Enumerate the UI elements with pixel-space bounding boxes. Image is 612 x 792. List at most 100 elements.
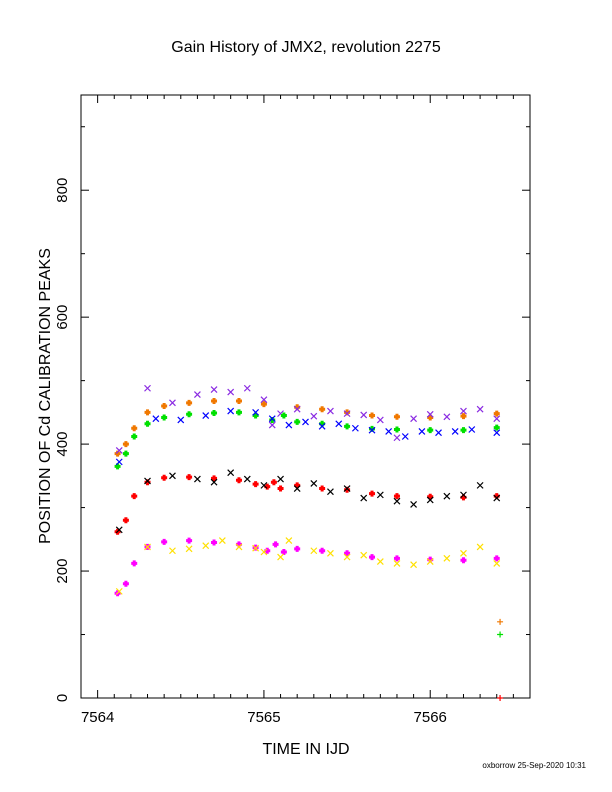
data-point	[476, 405, 484, 413]
data-point	[369, 554, 376, 561]
data-point	[318, 422, 326, 430]
data-point	[122, 441, 129, 448]
data-point	[227, 388, 235, 396]
data-point	[202, 412, 210, 419]
credit-stamp: oxborrow 25-Sep-2020 10:31	[482, 761, 586, 770]
series-group	[115, 384, 501, 454]
data-point	[460, 427, 467, 434]
y-tick-label: 600	[54, 305, 71, 330]
data-point	[476, 481, 484, 489]
data-point	[144, 420, 151, 427]
data-point	[327, 549, 334, 557]
data-point	[497, 618, 504, 625]
data-point	[369, 490, 376, 497]
data-point	[426, 496, 434, 504]
data-point	[310, 412, 318, 420]
data-point	[327, 407, 334, 415]
data-point	[252, 481, 259, 488]
data-point	[161, 414, 168, 421]
data-point	[343, 410, 351, 418]
data-point	[410, 500, 418, 508]
data-point	[351, 424, 359, 432]
data-point	[443, 492, 451, 500]
data-point	[493, 410, 500, 417]
data-point	[235, 543, 243, 551]
data-point	[152, 415, 160, 423]
data-point	[185, 545, 193, 553]
data-point	[319, 547, 326, 554]
data-point	[360, 494, 368, 502]
data-point	[270, 479, 277, 486]
data-point	[360, 411, 368, 419]
data-point	[252, 544, 260, 552]
data-point	[493, 424, 500, 431]
data-point	[368, 426, 376, 434]
series-group	[115, 407, 501, 466]
data-point	[426, 410, 434, 418]
data-point	[410, 415, 418, 423]
data-point	[243, 384, 251, 392]
data-point	[435, 429, 442, 437]
data-point	[393, 434, 401, 442]
data-point	[186, 537, 193, 544]
data-point	[493, 429, 501, 437]
data-point	[294, 482, 301, 489]
data-point	[202, 542, 210, 550]
data-point	[376, 491, 384, 499]
data-point	[401, 433, 409, 440]
data-point	[268, 415, 276, 423]
data-point	[310, 547, 318, 555]
data-point	[426, 558, 434, 565]
series-group	[114, 397, 500, 457]
data-point	[277, 485, 284, 492]
data-point	[293, 485, 301, 492]
data-point	[243, 475, 251, 483]
data-point	[385, 427, 393, 435]
x-tick-label: 7564	[81, 709, 114, 726]
data-point	[260, 396, 268, 404]
data-point	[344, 550, 351, 557]
data-point	[210, 386, 218, 393]
data-point	[493, 494, 501, 502]
data-point	[186, 411, 193, 418]
data-point	[252, 412, 259, 419]
data-point	[468, 426, 476, 433]
data-point	[460, 549, 467, 557]
data-point	[493, 555, 500, 562]
y-tick-label: 800	[54, 178, 71, 203]
data-point	[280, 549, 287, 556]
x-axis-title: TIME IN IJD	[262, 741, 349, 758]
data-point	[335, 420, 343, 428]
data-point	[161, 403, 168, 410]
data-point	[268, 421, 276, 429]
data-point	[186, 399, 193, 406]
data-point	[410, 561, 418, 569]
data-point	[451, 427, 459, 435]
data-point	[227, 469, 235, 477]
data-point	[393, 426, 400, 433]
data-point	[161, 474, 168, 481]
y-tick-label: 0	[54, 694, 71, 702]
data-point	[277, 553, 284, 561]
data-point	[144, 543, 151, 551]
data-point	[460, 413, 467, 420]
y-axis-title: POSITION OF Cd CALIBRATION PEAKS	[37, 248, 54, 544]
data-point	[393, 555, 400, 562]
series-group	[497, 631, 504, 638]
data-point	[115, 587, 123, 595]
data-point	[122, 450, 129, 457]
series-group	[115, 469, 501, 534]
y-tick-label: 400	[54, 432, 71, 457]
data-point	[343, 553, 351, 561]
data-point	[344, 423, 351, 430]
data-point	[293, 405, 301, 413]
data-point	[193, 391, 201, 399]
data-points	[114, 384, 504, 701]
data-point	[319, 485, 326, 492]
data-point	[497, 695, 504, 701]
data-point	[285, 421, 293, 429]
series-group	[497, 618, 504, 625]
data-point	[260, 401, 267, 408]
data-point	[260, 481, 268, 489]
